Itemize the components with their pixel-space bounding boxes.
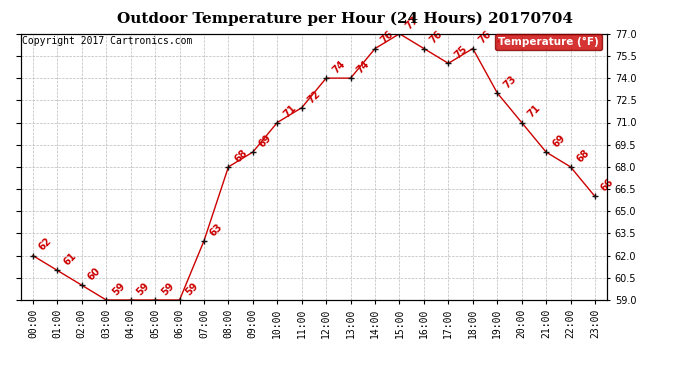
Text: 71: 71 [282,103,298,120]
Legend: Temperature (°F): Temperature (°F) [495,34,602,50]
Text: 61: 61 [61,251,78,268]
Text: 63: 63 [208,222,225,238]
Text: 68: 68 [575,147,591,164]
Text: 62: 62 [37,236,54,253]
Text: 77: 77 [404,14,420,31]
Text: Outdoor Temperature per Hour (24 Hours) 20170704: Outdoor Temperature per Hour (24 Hours) … [117,11,573,26]
Text: 69: 69 [550,133,567,149]
Text: 68: 68 [233,147,249,164]
Text: 76: 76 [477,29,493,46]
Text: 75: 75 [453,44,469,60]
Text: 71: 71 [526,103,542,120]
Text: 59: 59 [159,280,176,297]
Text: 60: 60 [86,266,103,282]
Text: 73: 73 [502,74,518,90]
Text: 66: 66 [599,177,615,194]
Text: 74: 74 [355,59,371,75]
Text: 76: 76 [380,29,396,46]
Text: 76: 76 [428,29,444,46]
Text: 59: 59 [110,280,127,297]
Text: 69: 69 [257,133,274,149]
Text: 59: 59 [135,280,151,297]
Text: 74: 74 [331,59,347,75]
Text: Copyright 2017 Cartronics.com: Copyright 2017 Cartronics.com [22,36,193,46]
Text: 59: 59 [184,280,200,297]
Text: 72: 72 [306,88,322,105]
